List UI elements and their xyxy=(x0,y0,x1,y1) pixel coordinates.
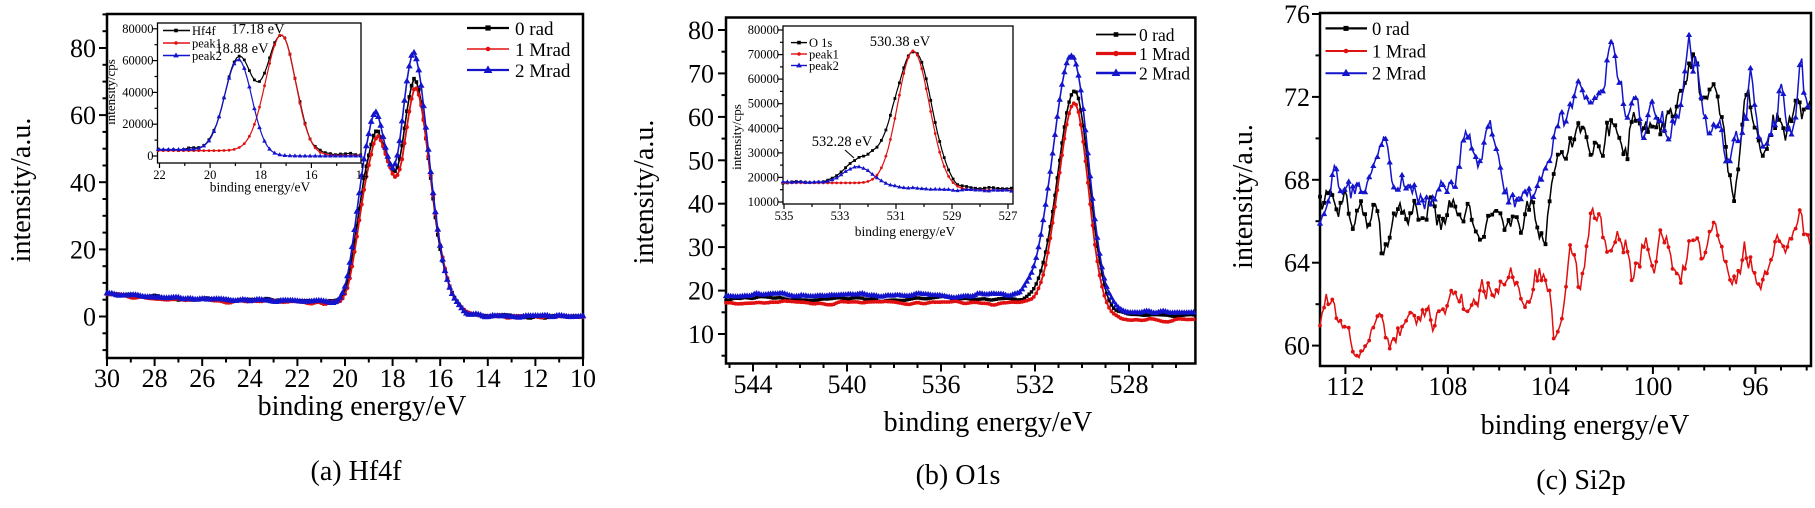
svg-text:Hf4f: Hf4f xyxy=(192,24,216,38)
svg-text:20: 20 xyxy=(688,277,714,306)
svg-text:binding energy/eV: binding energy/eV xyxy=(884,407,1093,438)
svg-text:14: 14 xyxy=(475,364,501,393)
svg-text:60: 60 xyxy=(688,103,714,132)
svg-text:0: 0 xyxy=(83,303,96,332)
svg-text:60: 60 xyxy=(70,101,96,130)
svg-text:104: 104 xyxy=(1531,372,1570,401)
svg-text:16: 16 xyxy=(427,364,453,393)
svg-text:26: 26 xyxy=(189,364,215,393)
svg-text:20: 20 xyxy=(332,364,358,393)
svg-text:533: 533 xyxy=(831,209,850,223)
svg-text:30: 30 xyxy=(688,233,714,262)
svg-text:O 1s: O 1s xyxy=(809,36,832,50)
svg-text:108: 108 xyxy=(1428,372,1467,401)
svg-text:40000: 40000 xyxy=(748,121,779,135)
svg-text:80: 80 xyxy=(688,16,714,45)
svg-text:80: 80 xyxy=(70,34,96,63)
svg-text:532: 532 xyxy=(1016,370,1055,399)
svg-text:60000: 60000 xyxy=(748,72,779,86)
svg-text:intensity/a.u.: intensity/a.u. xyxy=(6,118,37,263)
svg-text:544: 544 xyxy=(734,370,773,399)
svg-text:64: 64 xyxy=(1284,249,1310,278)
svg-text:532.28 eV: 532.28 eV xyxy=(812,134,873,150)
svg-text:72: 72 xyxy=(1284,83,1310,112)
svg-text:50: 50 xyxy=(688,146,714,175)
svg-text:18.88 eV: 18.88 eV xyxy=(215,41,269,57)
svg-text:10000: 10000 xyxy=(748,195,779,209)
svg-text:0 rad: 0 rad xyxy=(1139,25,1175,45)
svg-text:20000: 20000 xyxy=(748,170,779,184)
svg-text:30: 30 xyxy=(94,364,120,393)
svg-text:20000: 20000 xyxy=(122,117,153,131)
svg-text:2 Mrad: 2 Mrad xyxy=(515,61,571,82)
svg-text:531: 531 xyxy=(887,209,906,223)
svg-text:22: 22 xyxy=(153,168,166,182)
svg-text:1 Mrad: 1 Mrad xyxy=(515,40,571,61)
svg-text:16: 16 xyxy=(305,168,318,182)
svg-text:40000: 40000 xyxy=(122,85,153,99)
svg-text:530.38 eV: 530.38 eV xyxy=(870,34,931,50)
svg-text:(b) O1s: (b) O1s xyxy=(916,460,1001,491)
svg-text:peak1: peak1 xyxy=(809,48,839,62)
svg-text:intensity/a.u.: intensity/a.u. xyxy=(1228,124,1259,269)
svg-text:28: 28 xyxy=(142,364,168,393)
svg-text:40: 40 xyxy=(70,168,96,197)
svg-text:22: 22 xyxy=(284,364,310,393)
svg-text:12: 12 xyxy=(522,364,548,393)
svg-text:(c) Si2p: (c) Si2p xyxy=(1536,465,1625,496)
svg-text:0 rad: 0 rad xyxy=(515,19,554,40)
svg-text:peak2: peak2 xyxy=(809,59,839,73)
svg-text:70000: 70000 xyxy=(748,48,779,62)
svg-text:112: 112 xyxy=(1326,372,1364,401)
svg-text:18: 18 xyxy=(255,168,268,182)
svg-text:0 rad: 0 rad xyxy=(1372,20,1410,40)
svg-text:535: 535 xyxy=(775,209,794,223)
svg-text:60000: 60000 xyxy=(122,54,153,68)
svg-text:20: 20 xyxy=(70,235,96,264)
svg-text:24: 24 xyxy=(237,364,263,393)
svg-text:intensity/a.u.: intensity/a.u. xyxy=(629,120,660,265)
svg-text:binding energy/eV: binding energy/eV xyxy=(1481,410,1690,441)
svg-text:76: 76 xyxy=(1284,0,1310,29)
svg-text:10: 10 xyxy=(570,364,596,393)
svg-text:binding energy/eV: binding energy/eV xyxy=(258,391,467,422)
svg-text:intensity/cps: intensity/cps xyxy=(729,104,744,170)
svg-text:10: 10 xyxy=(688,320,714,349)
svg-text:intensity/cps: intensity/cps xyxy=(103,59,118,125)
svg-text:20: 20 xyxy=(204,168,217,182)
svg-text:0: 0 xyxy=(147,149,153,163)
svg-text:17.18 eV: 17.18 eV xyxy=(231,22,285,38)
svg-text:14: 14 xyxy=(356,168,369,182)
svg-text:peak1: peak1 xyxy=(192,37,222,51)
svg-text:80000: 80000 xyxy=(748,23,779,37)
svg-text:80000: 80000 xyxy=(122,22,153,36)
svg-text:96: 96 xyxy=(1742,372,1768,401)
svg-text:2 Mrad: 2 Mrad xyxy=(1139,64,1190,84)
svg-text:1 Mrad: 1 Mrad xyxy=(1139,44,1190,64)
svg-text:2 Mrad: 2 Mrad xyxy=(1372,65,1427,85)
svg-text:1 Mrad: 1 Mrad xyxy=(1372,43,1427,63)
svg-text:60: 60 xyxy=(1284,332,1310,361)
svg-text:527: 527 xyxy=(999,209,1018,223)
svg-text:529: 529 xyxy=(943,209,962,223)
svg-text:50000: 50000 xyxy=(748,97,779,111)
svg-text:binding energy/eV: binding energy/eV xyxy=(210,180,311,195)
svg-text:528: 528 xyxy=(1110,370,1149,399)
svg-text:40: 40 xyxy=(688,190,714,219)
svg-text:540: 540 xyxy=(828,370,867,399)
svg-text:peak2: peak2 xyxy=(192,49,222,63)
svg-text:100: 100 xyxy=(1633,372,1672,401)
svg-text:18: 18 xyxy=(380,364,406,393)
svg-text:70: 70 xyxy=(688,59,714,88)
svg-text:(a) Hf4f: (a) Hf4f xyxy=(311,456,403,487)
svg-text:binding energy/eV: binding energy/eV xyxy=(855,224,956,239)
svg-text:536: 536 xyxy=(922,370,961,399)
svg-text:30000: 30000 xyxy=(748,146,779,160)
svg-text:68: 68 xyxy=(1284,166,1310,195)
